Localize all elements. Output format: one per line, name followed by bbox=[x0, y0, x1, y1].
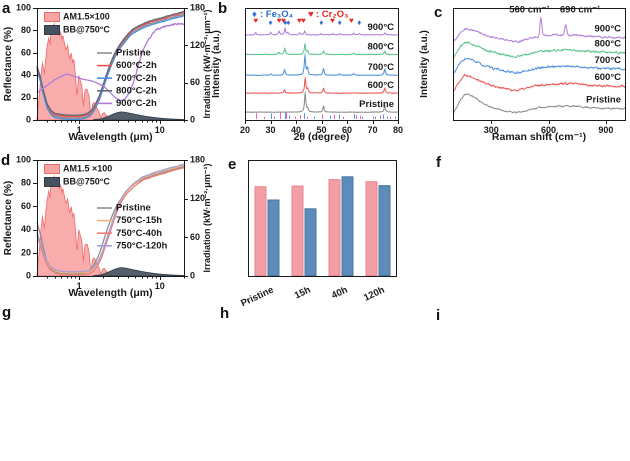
panel-letter-a: a bbox=[2, 0, 11, 17]
panel-letter-c: c bbox=[434, 4, 443, 21]
panel-letter-f: f bbox=[436, 154, 441, 171]
panel-letter-i: i bbox=[436, 307, 441, 324]
panel-letter-b: b bbox=[218, 0, 228, 17]
panel-letter-e: e bbox=[228, 156, 237, 173]
panel-letter-g: g bbox=[2, 304, 12, 321]
panel-letter-d: d bbox=[1, 152, 11, 169]
panel-letter-h: h bbox=[220, 305, 230, 322]
